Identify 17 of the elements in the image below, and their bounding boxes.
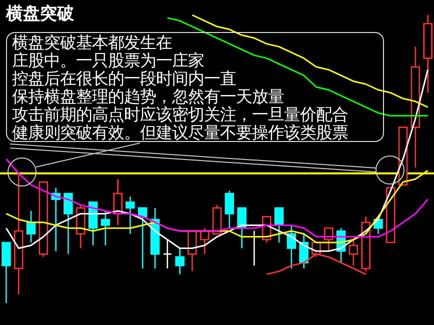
annotation: 攻击前期的高点时应该密切关注，一旦量价配合 bbox=[12, 105, 349, 124]
candlestick bbox=[100, 210, 110, 246]
annotation: 控盘后在很长的一段时间内一直 bbox=[12, 69, 237, 88]
chart-title: 横盘突破 bbox=[6, 4, 74, 24]
annotation: 保持横盘整理的趋势，忽然有一天放量 bbox=[12, 87, 285, 106]
annotation: 庄股中。一只股票为一庄家 bbox=[12, 51, 205, 70]
candlestick bbox=[126, 196, 135, 235]
candlestick bbox=[64, 192, 73, 255]
candlestick bbox=[224, 190, 234, 229]
candlestick bbox=[274, 207, 284, 244]
candlestick bbox=[175, 248, 184, 275]
candlestick bbox=[2, 242, 11, 304]
annotation: 健康则突破有效。但建议尽量不要操作该类股票 bbox=[12, 123, 349, 142]
candlestick bbox=[26, 210, 36, 244]
annotation: 横盘突破基本都发生在 bbox=[12, 33, 173, 52]
candlestick bbox=[348, 238, 358, 266]
candlestick bbox=[113, 178, 122, 226]
